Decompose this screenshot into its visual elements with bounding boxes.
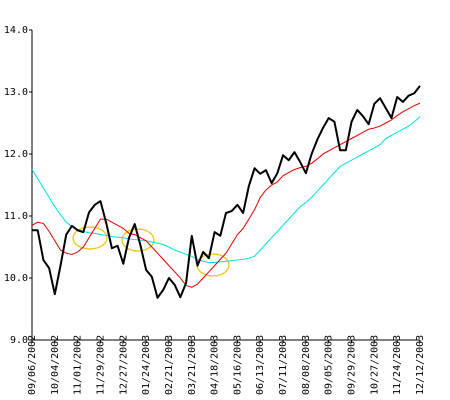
y-tick-label: 12.0 [4,149,28,160]
y-tick-label: 13.0 [4,87,28,98]
highlight-ellipse [72,226,108,250]
highlight-ellipse [121,228,155,252]
x-tick-label: 11/24/2003 [392,335,403,395]
x-tick-label: 06/13/2003 [255,335,266,395]
x-tick-label: 02/21/2003 [164,335,175,395]
x-tick-label: 01/24/2003 [141,335,152,395]
x-tick-label: 05/16/2003 [232,335,243,395]
x-tick-label: 08/08/2003 [301,335,312,395]
x-tick-label: 07/11/2003 [278,335,289,395]
series-line [32,85,421,299]
series-line [31,102,421,288]
x-tick-label: 10/04/2002 [50,335,61,395]
annotations [72,226,230,277]
y-tick-label: 14.0 [4,25,28,36]
x-tick-label: 04/18/2003 [210,335,221,395]
x-tick-label: 11/01/2002 [73,335,84,395]
x-tick-label: 09/29/2003 [347,335,358,395]
series-line [31,116,421,263]
x-tick-label: 11/29/2002 [95,335,106,395]
y-tick-label: 11.0 [4,211,28,222]
x-tick-label: 09/05/2003 [324,335,335,395]
y-tick-label: 10.0 [4,273,28,284]
x-tick-label: 09/06/2002 [27,335,38,395]
x-tick-label: 03/21/2003 [187,335,198,395]
x-tick-label: 10/27/2003 [369,335,380,395]
x-tick-label: 12/27/2002 [118,335,129,395]
x-tick-label: 12/12/2003 [415,335,426,395]
y-tick-label: 9.0 [10,335,28,346]
